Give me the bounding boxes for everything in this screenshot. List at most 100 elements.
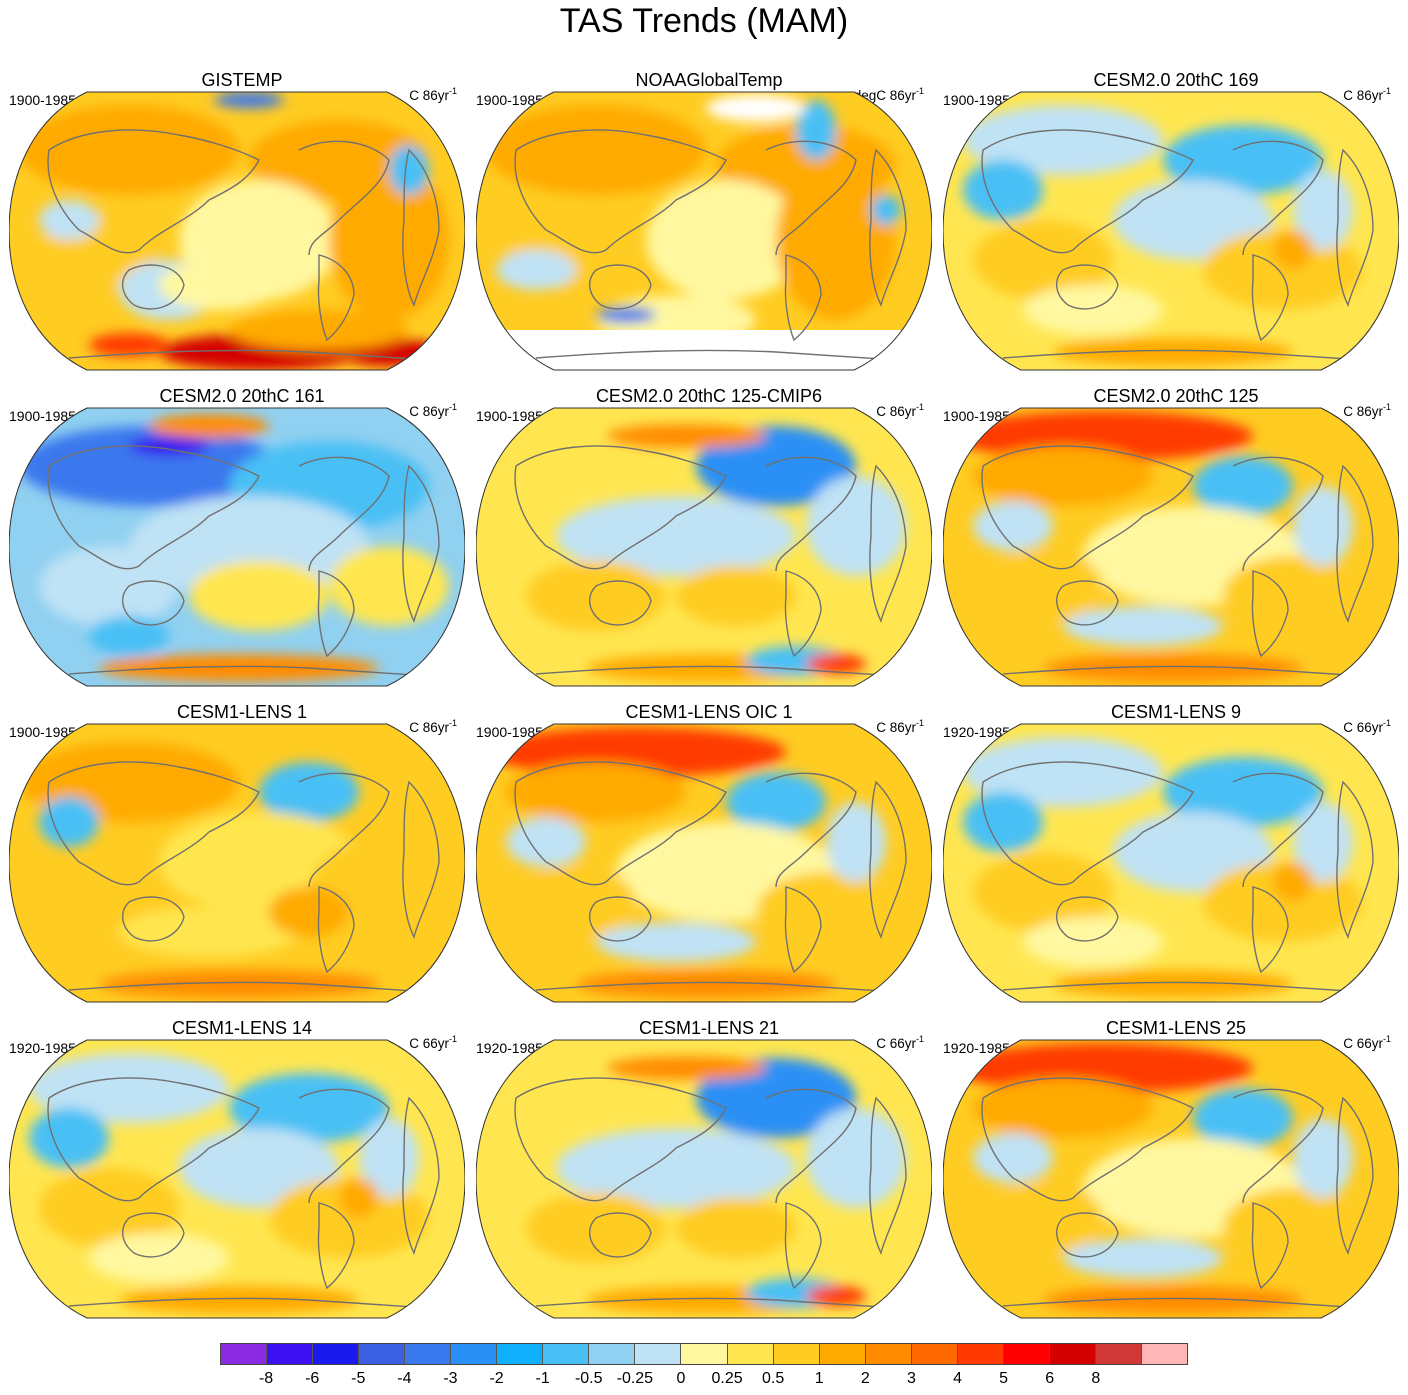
- panel-units: C 86yr-1: [409, 403, 457, 420]
- trend-region: [806, 654, 866, 674]
- trend-region: [526, 561, 666, 631]
- colorbar-box: [359, 1344, 406, 1364]
- robinson-map: [476, 723, 932, 1003]
- map-outline: [9, 1039, 465, 1319]
- panel-units: C 66yr-1: [1343, 1034, 1391, 1052]
- map-panel: CESM1-LENS 25 1920-1985 C 66yr-1: [943, 1018, 1408, 1319]
- colorbar-tick-label: 2: [860, 1370, 870, 1387]
- units-exponent: -1: [1382, 1034, 1391, 1044]
- trend-field: [476, 724, 932, 1002]
- colorbar-box: [497, 1344, 544, 1364]
- coastline-path: [317, 886, 355, 974]
- panel-period: 1900-1985: [9, 724, 76, 740]
- trend-region: [606, 1056, 766, 1080]
- trend-region: [963, 737, 1163, 807]
- units-exponent: -1: [915, 86, 924, 96]
- units-text: C 66yr: [1343, 720, 1383, 735]
- colorbar-tick-label: -1: [535, 1370, 550, 1387]
- trend-field: [943, 408, 1399, 686]
- robinson-map: [943, 1039, 1399, 1319]
- trend-region: [646, 180, 806, 300]
- colorbar-tick-label: 4: [953, 1370, 962, 1387]
- trend-region: [329, 546, 449, 626]
- coastline-path: [47, 761, 260, 886]
- coastlines: [981, 129, 1374, 361]
- trend-region: [706, 94, 806, 122]
- units-exponent: -1: [448, 718, 457, 728]
- units-text: C 86yr: [409, 404, 449, 419]
- panel-period: 1900-1985: [943, 408, 1010, 424]
- trend-region: [963, 792, 1043, 852]
- units-text: C 66yr: [876, 1036, 916, 1051]
- robinson-map: [943, 407, 1399, 687]
- units-text: C 86yr: [1343, 88, 1383, 103]
- colorbar-tick-label: -5: [351, 1370, 366, 1387]
- map-outline: [943, 723, 1399, 1003]
- map-panel: CESM2.0 20thC 125-CMIP6 1900-1985 C 86yr-1: [476, 386, 942, 687]
- coastline-path: [535, 1297, 897, 1309]
- colorbar-tick-label: -2: [489, 1370, 504, 1387]
- colorbar-tick-label: 5: [999, 1370, 1009, 1387]
- trend-region: [806, 1286, 866, 1306]
- panel-title: CESM1-LENS 21: [638, 1018, 780, 1038]
- coastline-path: [317, 1202, 355, 1290]
- trend-region: [776, 160, 896, 320]
- coastline-path: [981, 1077, 1194, 1202]
- coastline-path: [784, 886, 822, 974]
- trend-region: [29, 1108, 109, 1168]
- map-outline: [943, 1039, 1399, 1319]
- coastline-path: [589, 896, 652, 942]
- coastline-path: [765, 456, 857, 572]
- robinson-map: [9, 723, 465, 1003]
- trend-region: [1023, 917, 1163, 967]
- colorbar-box: [957, 1344, 1004, 1364]
- coastline-path: [1232, 772, 1324, 888]
- robinson-map: [476, 91, 932, 371]
- trend-region: [1043, 654, 1303, 682]
- panel-period: 1900-1985: [476, 92, 543, 108]
- trend-region: [973, 220, 1113, 300]
- trend-region: [506, 817, 586, 867]
- coastline-path: [1002, 981, 1364, 993]
- map-outline: [476, 407, 932, 687]
- coastline-path: [765, 772, 857, 888]
- trend-region: [1273, 862, 1313, 902]
- units-exponent: -1: [915, 718, 924, 728]
- trend-region: [871, 195, 901, 225]
- colorbar-tick-label: -0.5: [574, 1370, 603, 1387]
- coastline-path: [869, 1096, 907, 1256]
- trend-region: [796, 100, 836, 160]
- trend-region: [1063, 606, 1223, 646]
- panel-units: C 86yr-1: [1343, 87, 1391, 104]
- coastline-path: [589, 264, 652, 310]
- trend-region: [1293, 486, 1353, 566]
- coastline-path: [402, 780, 440, 940]
- colorbar-box: [911, 1344, 958, 1364]
- units-text: C 86yr: [409, 88, 449, 103]
- trend-region: [189, 561, 329, 631]
- coastline-path: [68, 981, 430, 993]
- trend-region: [973, 852, 1113, 932]
- coastline-path: [1232, 1088, 1324, 1204]
- coastline-path: [298, 772, 390, 888]
- trend-region: [973, 1078, 1153, 1138]
- coastline-path: [981, 445, 1194, 570]
- units-text: C 86yr: [1343, 404, 1383, 419]
- units-exponent: -1: [1382, 402, 1391, 412]
- trend-field: [9, 92, 465, 370]
- coastline-path: [1002, 1297, 1364, 1309]
- panel-units: C 66yr-1: [876, 1035, 924, 1052]
- colorbar-box: [1003, 1344, 1050, 1364]
- coastline-path: [1251, 886, 1289, 974]
- trend-region: [556, 496, 796, 576]
- trend-region: [1193, 1088, 1293, 1148]
- panel-units: degC 86yr-1: [854, 86, 924, 104]
- colorbar-box: [819, 1344, 866, 1364]
- coastline-path: [514, 445, 727, 570]
- trend-region: [516, 867, 636, 937]
- trend-region: [89, 333, 169, 357]
- map-panel: NOAAGlobalTemp 1900-1985 degC 86yr-1: [476, 70, 942, 371]
- colorbar-tick-label: 0: [676, 1370, 686, 1387]
- coastline-path: [1056, 1212, 1119, 1258]
- colorbar-box: [1141, 1344, 1187, 1364]
